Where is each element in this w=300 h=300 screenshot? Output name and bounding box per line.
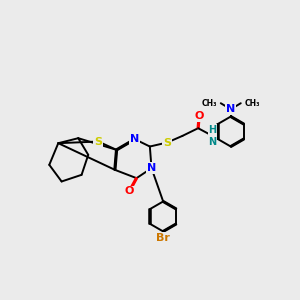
Text: CH₃: CH₃	[201, 99, 217, 108]
Text: CH₃: CH₃	[245, 99, 260, 108]
Text: H
N: H N	[208, 125, 217, 147]
Text: S: S	[94, 136, 102, 146]
Text: O: O	[194, 111, 204, 121]
Text: O: O	[124, 187, 134, 196]
Text: N: N	[147, 163, 156, 173]
Text: N: N	[226, 104, 236, 114]
Text: N: N	[130, 134, 140, 144]
Text: Br: Br	[156, 233, 170, 243]
Text: S: S	[163, 137, 171, 148]
